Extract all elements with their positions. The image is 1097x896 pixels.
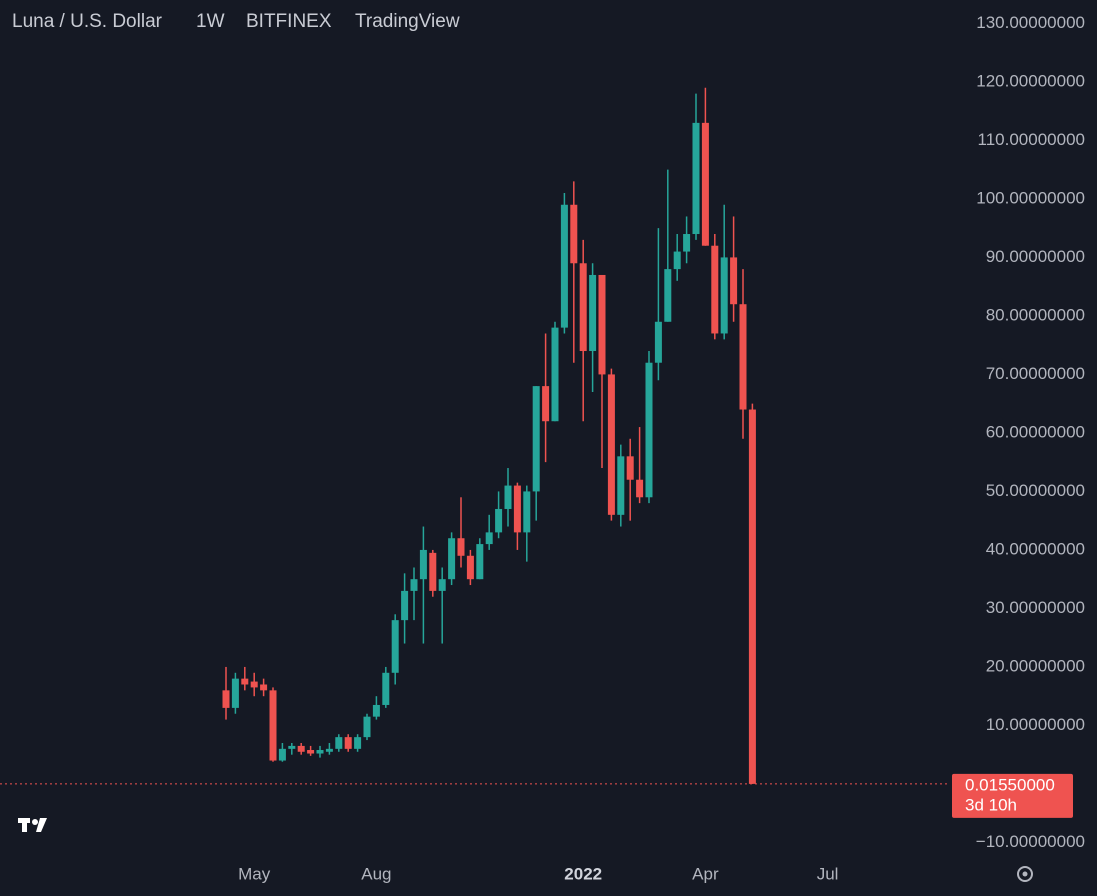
candle-body — [288, 745, 296, 749]
candle-body — [222, 690, 230, 708]
chart-title: Luna / U.S. Dollar — [12, 11, 163, 32]
candle-body — [382, 672, 390, 705]
last-price-badge — [952, 773, 1073, 818]
countdown: 3d 10h — [965, 795, 1017, 814]
y-tick-label: 90.00000000 — [986, 247, 1085, 266]
candle-body — [354, 737, 362, 749]
settings-icon[interactable] — [1017, 866, 1033, 882]
candle-body — [335, 737, 343, 749]
candle-body — [485, 532, 493, 545]
candle-body — [250, 681, 258, 688]
candle-body — [730, 257, 738, 305]
candle-body — [419, 549, 427, 580]
candle-body — [589, 274, 597, 352]
candle-body — [391, 620, 399, 673]
candle-body — [542, 386, 550, 422]
candle-body — [429, 552, 437, 591]
candle-body — [372, 704, 380, 717]
candle-body — [645, 362, 653, 498]
candle-body — [579, 263, 587, 352]
y-tick-label: 120.00000000 — [976, 71, 1085, 90]
candle-body — [363, 716, 371, 738]
interval: 1W — [196, 11, 225, 32]
candle-body — [560, 204, 568, 328]
y-tick-label: 50.00000000 — [986, 481, 1085, 500]
candle-body — [720, 257, 728, 334]
candle-body — [457, 538, 465, 556]
candle-body — [241, 678, 249, 685]
exchange: BITFINEX — [246, 11, 332, 32]
candle-body — [523, 491, 531, 533]
candle-body — [683, 234, 691, 252]
y-tick-label: 100.00000000 — [976, 188, 1085, 207]
x-tick-label: Jul — [817, 864, 839, 883]
y-tick-label: 30.00000000 — [986, 598, 1085, 617]
candle-body — [504, 485, 512, 509]
candle-body — [711, 245, 719, 334]
candle-body — [410, 579, 418, 591]
candle-body — [260, 684, 268, 691]
y-tick-label: 10.00000000 — [986, 715, 1085, 734]
candle-body — [278, 748, 286, 761]
x-tick-label: May — [238, 864, 271, 883]
candle-body — [626, 456, 634, 480]
candle-body — [748, 409, 756, 784]
y-tick-label: 40.00000000 — [986, 539, 1085, 558]
candle-body — [551, 327, 559, 422]
candle-body — [692, 122, 700, 235]
candle-body — [617, 456, 625, 515]
candle-body — [476, 544, 484, 580]
candle-body — [495, 508, 503, 533]
y-tick-label: 130.00000000 — [976, 13, 1085, 32]
source: TradingView — [355, 11, 460, 32]
y-tick-label: 60.00000000 — [986, 422, 1085, 441]
y-tick-label: −10.00000000 — [976, 832, 1085, 851]
candle-body — [636, 479, 644, 498]
candle-body — [297, 745, 305, 752]
y-tick-label: 70.00000000 — [986, 364, 1085, 383]
candle-body — [466, 555, 474, 580]
candle-body — [607, 374, 615, 515]
candle-body — [448, 538, 456, 580]
candle-body — [654, 321, 662, 363]
candle-body — [438, 579, 446, 591]
candle-body — [664, 269, 672, 322]
candle-body — [325, 748, 333, 752]
candle-body — [570, 204, 578, 264]
candle-body — [739, 304, 747, 410]
y-tick-label: 20.00000000 — [986, 656, 1085, 675]
candle-body — [316, 750, 324, 754]
candle-body — [307, 750, 315, 754]
candle-body — [401, 590, 409, 621]
candle-body — [673, 251, 681, 270]
x-tick-label: 2022 — [564, 864, 602, 883]
candle-body — [231, 678, 239, 708]
y-tick-label: 110.00000000 — [978, 130, 1085, 149]
x-tick-label: Aug — [361, 864, 391, 883]
candle-body — [344, 737, 352, 749]
tv-logo — [18, 818, 47, 832]
candle-body — [513, 485, 521, 533]
last-price-label: 0.01550000 — [965, 775, 1055, 794]
x-tick-label: Apr — [692, 864, 719, 883]
candle-body — [532, 386, 540, 492]
candle-body — [701, 122, 709, 246]
y-tick-label: 80.00000000 — [986, 305, 1085, 324]
candle-body — [269, 690, 277, 761]
candle-body — [598, 274, 606, 375]
